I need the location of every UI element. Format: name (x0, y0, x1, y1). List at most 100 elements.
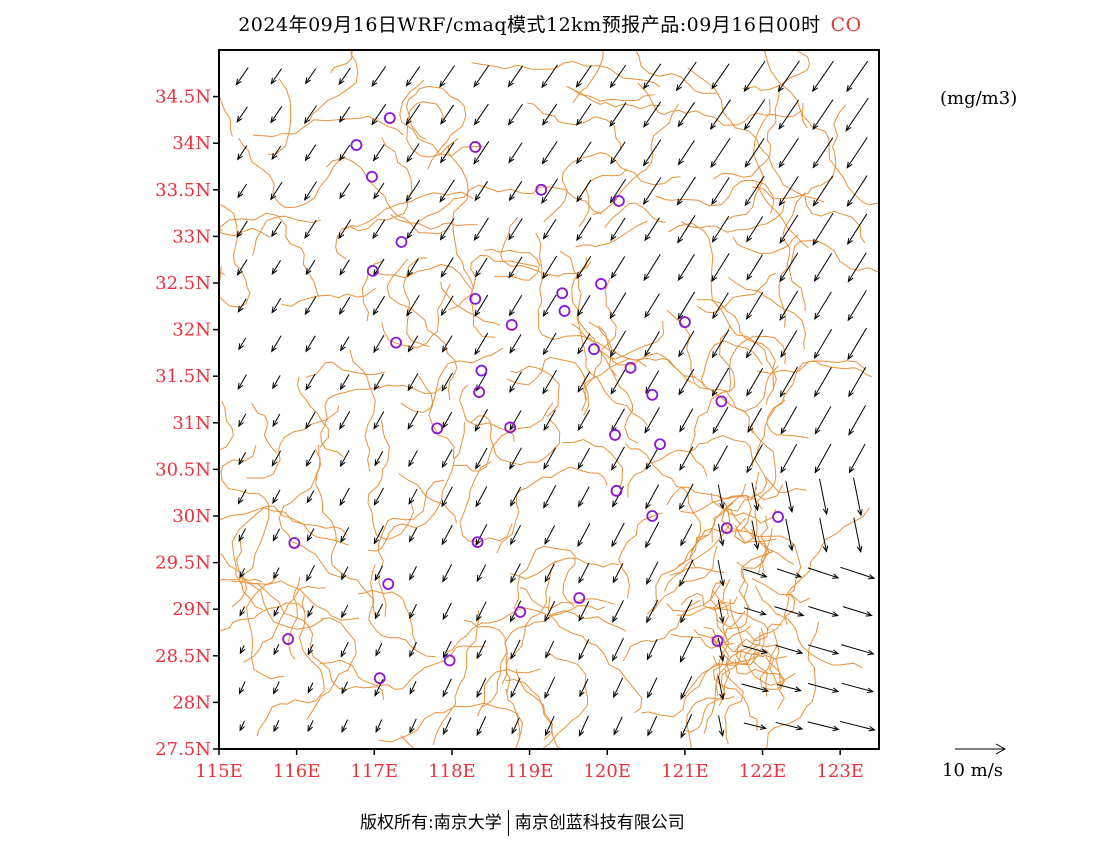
coastline (736, 638, 778, 663)
wind-arrow (238, 489, 247, 504)
wind-arrow-head (272, 534, 279, 542)
wind-arrow-head (577, 500, 584, 508)
wind-arrow (409, 604, 417, 619)
wind-arrow-head (405, 79, 412, 87)
wind-arrow-head (780, 427, 787, 435)
wind-arrow-head (307, 648, 314, 656)
wind-arrow (307, 605, 314, 617)
wind-arrow (742, 568, 767, 578)
wind-arrow-head (239, 724, 245, 732)
wind-arrow-head (710, 160, 717, 168)
wind-arrow-head (270, 77, 277, 85)
wind-arrow-head (788, 544, 794, 552)
wind-arrow (270, 105, 283, 123)
wind-arrow (576, 179, 592, 202)
county-border (406, 101, 459, 158)
wind-arrow-head (374, 573, 381, 582)
county-border (296, 376, 330, 448)
wind-arrow-head (373, 422, 380, 430)
wind-arrow (819, 478, 828, 515)
county-border (432, 609, 480, 746)
wind-arrow-head (273, 609, 279, 618)
wind-arrow (717, 675, 724, 700)
wind-arrow-head (812, 123, 819, 131)
wind-arrow-head (780, 350, 787, 358)
county-border (248, 582, 385, 700)
wind-arrow-head (576, 195, 583, 203)
wind-arrow (807, 644, 839, 655)
wind-arrow (778, 99, 800, 130)
wind-arrow (751, 520, 759, 549)
wind-arrow (612, 637, 624, 661)
county-border (703, 594, 796, 734)
wind-arrow-head (408, 535, 415, 543)
wind-arrow (840, 566, 875, 579)
wind-arrow-head (831, 611, 840, 617)
wind-arrow-head (409, 573, 415, 581)
wind-arrow (647, 715, 658, 736)
wind-arrow-head (509, 499, 516, 507)
wind-arrow (511, 717, 520, 734)
wind-arrow (375, 719, 383, 733)
county-border (785, 507, 870, 597)
wind-arrow-head (744, 199, 751, 207)
y-tick-label: 34N (172, 133, 211, 154)
wind-arrow-head (646, 577, 652, 586)
wind-arrow (373, 411, 385, 429)
county-border (278, 448, 343, 579)
wind-arrow (306, 528, 315, 542)
wind-arrow-head (374, 612, 381, 620)
county-border (250, 402, 278, 454)
wind-arrow-head (577, 385, 584, 393)
wind-arrow (775, 721, 803, 730)
wind-arrow-head (609, 350, 616, 358)
wind-arrow (542, 369, 557, 394)
county-border (335, 137, 413, 260)
wind-arrow-head (761, 686, 770, 693)
wind-arrow-head (753, 504, 760, 512)
wind-arrow (577, 447, 590, 469)
wind-arrow (542, 294, 557, 317)
wind-arrow-head (679, 463, 686, 471)
station-marker (373, 672, 386, 685)
wind-arrow (576, 141, 592, 164)
county-border (326, 157, 449, 235)
station-marker (471, 536, 484, 548)
x-tick-label: 115E (195, 761, 243, 782)
wind-arrow (407, 411, 419, 429)
county-border (584, 277, 617, 400)
wind-arrow (406, 66, 421, 87)
county-border (519, 587, 615, 609)
wind-arrow (442, 564, 453, 582)
wind-arrow-head (406, 232, 413, 240)
wind-arrow (643, 139, 662, 166)
coastline (713, 596, 746, 628)
wind-arrow-head (544, 537, 550, 545)
copyright-left: 版权所有:南京大学 (360, 813, 502, 833)
wind-arrow (578, 486, 590, 507)
wind-arrow-head (711, 351, 718, 359)
wind-arrow (340, 374, 350, 390)
wind-arrow-head (238, 458, 245, 466)
wind-arrow-head (271, 230, 278, 238)
wind-arrow-head (442, 690, 448, 698)
coastline (740, 550, 775, 610)
station-marker (469, 292, 482, 305)
wind-arrow-head (679, 579, 685, 587)
wind-arrow (677, 215, 696, 243)
wind-arrow (442, 678, 452, 697)
county-border (448, 254, 538, 311)
coastline (679, 655, 723, 698)
wind-arrow-head (645, 541, 651, 549)
county-border (622, 599, 701, 662)
wind-arrow-head (545, 651, 551, 659)
county-border (482, 610, 627, 708)
wind-arrow-head (439, 195, 446, 203)
wind-arrow (610, 217, 626, 241)
wind-arrow-head (745, 351, 752, 359)
wind-arrow (339, 106, 351, 123)
wind-arrow-head (760, 572, 768, 578)
wind-arrow-head (743, 123, 750, 131)
wind-arrow (476, 601, 487, 621)
coastline (772, 629, 781, 686)
